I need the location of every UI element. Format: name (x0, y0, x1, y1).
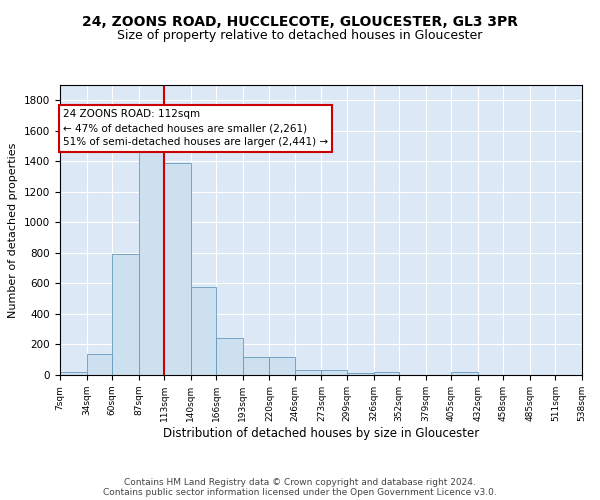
Text: 24 ZOONS ROAD: 112sqm
← 47% of detached houses are smaller (2,261)
51% of semi-d: 24 ZOONS ROAD: 112sqm ← 47% of detached … (63, 110, 328, 148)
Bar (269, 358, 295, 375)
Bar (164, 163, 191, 375)
Bar (295, 370, 322, 375)
Bar (60, 372, 86, 375)
Y-axis label: Number of detached properties: Number of detached properties (8, 142, 19, 318)
Bar (217, 338, 243, 375)
Text: Contains HM Land Registry data © Crown copyright and database right 2024.
Contai: Contains HM Land Registry data © Crown c… (103, 478, 497, 497)
Bar (139, 148, 164, 375)
Bar (86, 354, 112, 375)
Bar (347, 372, 374, 375)
Bar (374, 372, 399, 375)
Bar (191, 287, 217, 375)
Bar (322, 370, 347, 375)
X-axis label: Distribution of detached houses by size in Gloucester: Distribution of detached houses by size … (163, 426, 479, 440)
Text: Size of property relative to detached houses in Gloucester: Size of property relative to detached ho… (118, 30, 482, 43)
Bar (243, 356, 269, 375)
Bar (112, 254, 139, 375)
Text: 24, ZOONS ROAD, HUCCLECOTE, GLOUCESTER, GL3 3PR: 24, ZOONS ROAD, HUCCLECOTE, GLOUCESTER, … (82, 16, 518, 30)
Bar (451, 372, 478, 375)
